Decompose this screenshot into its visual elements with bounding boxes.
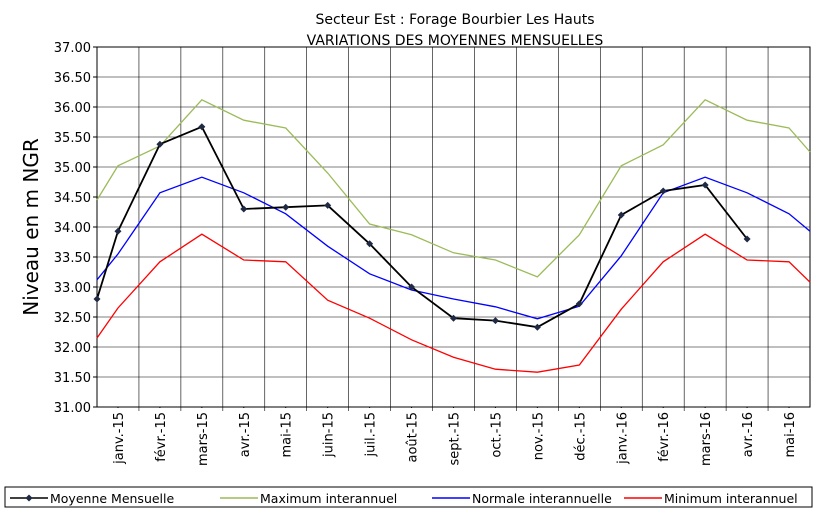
x-tick-label: mars-16 [699, 412, 714, 466]
y-tick-label: 31.00 [54, 401, 91, 416]
x-tick-label: mai-15 [280, 412, 295, 457]
series-line [96, 176, 811, 320]
x-tick-label: sept.-15 [448, 412, 463, 466]
data-point [450, 314, 457, 322]
y-tick-label: 31.50 [54, 371, 91, 386]
x-tick-label: janv.-15 [112, 412, 127, 465]
data-point [93, 295, 101, 303]
y-tick-label: 35.50 [54, 131, 91, 146]
x-tick-label: juin-15 [322, 412, 337, 458]
legend-box [4, 486, 813, 508]
x-tick-label: déc.-15 [573, 412, 588, 461]
series-line [96, 233, 811, 373]
x-tick-label: nov.-15 [531, 412, 546, 460]
legend-marker [25, 494, 33, 502]
data-point [617, 211, 625, 219]
x-tick-label: janv.-16 [615, 412, 630, 465]
series-line [96, 99, 811, 278]
data-point [743, 235, 751, 243]
legend-label: Moyenne Mensuelle [50, 491, 174, 506]
data-point [408, 283, 416, 291]
x-tick-label: août-15 [406, 412, 421, 463]
y-tick-label: 32.50 [54, 311, 91, 326]
y-tick-label: 33.00 [54, 281, 91, 296]
x-tick-label: avr.-16 [741, 412, 756, 457]
data-point [324, 201, 332, 209]
legend-label: Maximum interannuel [260, 491, 397, 506]
y-axis-label: Niveau en m NGR [19, 138, 43, 316]
y-tick-label: 36.50 [54, 71, 91, 86]
data-point [198, 123, 206, 131]
chart-subtitle: VARIATIONS DES MOYENNES MENSUELLES [307, 33, 604, 49]
y-tick-label: 35.00 [54, 161, 91, 176]
data-point [701, 181, 709, 189]
y-tick-label: 36.00 [54, 101, 91, 116]
chart-title: Secteur Est : Forage Bourbier Les Hauts [315, 12, 594, 28]
data-point [533, 323, 541, 331]
data-point [491, 317, 499, 325]
plot-border [96, 46, 811, 408]
x-tick-label: mai-16 [783, 412, 798, 457]
y-tick-label: 34.00 [54, 221, 91, 236]
x-tick-label: avr.-15 [238, 412, 253, 457]
y-tick-label: 33.50 [54, 251, 91, 266]
data-point [114, 227, 122, 235]
legend-label: Normale interannuelle [472, 491, 612, 506]
legend-label: Minimum interannuel [664, 491, 798, 506]
x-tick-label: févr.-16 [657, 412, 672, 462]
data-point [575, 300, 583, 308]
y-tick-label: 34.50 [54, 191, 91, 206]
data-point [156, 140, 164, 148]
x-tick-label: févr.-15 [154, 412, 169, 462]
data-point [366, 240, 374, 248]
data-point [659, 187, 667, 195]
y-tick-label: 37.00 [54, 41, 91, 56]
x-tick-label: mars-15 [196, 412, 211, 466]
data-point [240, 205, 248, 213]
data-point [282, 203, 290, 211]
x-tick-label: oct.-15 [489, 412, 504, 458]
x-tick-label: juil.-15 [364, 412, 379, 457]
y-tick-label: 32.00 [54, 341, 91, 356]
